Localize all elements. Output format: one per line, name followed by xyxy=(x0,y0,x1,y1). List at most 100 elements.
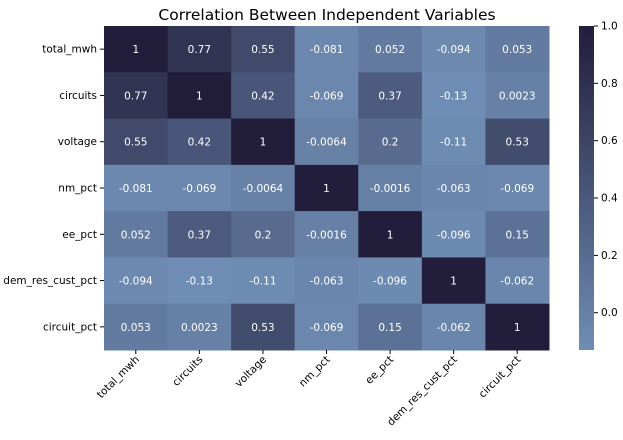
cell-value-label: 0.37 xyxy=(188,229,211,241)
cell-value-label: 1 xyxy=(260,137,267,149)
cell-value-label: -0.13 xyxy=(186,276,213,288)
cell-value-label: 1 xyxy=(387,229,394,241)
column-label: voltage xyxy=(233,354,269,390)
heatmap-cell xyxy=(104,257,169,305)
heatmap-cell xyxy=(231,26,296,73)
heatmap-cell xyxy=(294,72,359,120)
colorbar-tick-label: 0.4 xyxy=(601,193,618,205)
cell-value-label: 0.0023 xyxy=(181,322,218,334)
cell-value-label: -0.062 xyxy=(500,276,534,288)
heatmap-cell xyxy=(358,164,423,212)
cell-value-label: -0.0016 xyxy=(370,183,411,195)
colorbar-tick-label: 0.6 xyxy=(601,135,618,147)
heatmap-cell xyxy=(167,118,232,166)
heatmap-cell xyxy=(421,257,486,305)
cell-value-label: 1 xyxy=(514,322,521,334)
row-labels: total_mwh circuits voltage nm_pct ee_pct dem_… xyxy=(3,44,104,333)
heatmap-cell xyxy=(231,257,296,305)
heatmap-cell xyxy=(421,72,486,120)
heatmap-cell xyxy=(294,118,359,166)
chart-title: Correlation Between Independent Variable… xyxy=(158,6,495,24)
cell-value-label: -0.0064 xyxy=(306,137,347,149)
cell-value-label: 0.053 xyxy=(502,44,532,56)
heatmap-cell xyxy=(231,72,296,120)
heatmap-cell xyxy=(485,118,550,166)
heatmap-cell xyxy=(485,26,550,73)
cell-value-label: 0.15 xyxy=(378,322,401,334)
heatmap-cell xyxy=(104,72,169,120)
heatmap-cell xyxy=(421,118,486,166)
cell-value-label: -0.11 xyxy=(440,137,467,149)
heatmap-cell xyxy=(167,72,232,120)
row-label: nm_pct xyxy=(58,183,97,195)
heatmap-cell xyxy=(421,26,486,73)
heatmap-cell xyxy=(167,257,232,305)
heatmap-cell xyxy=(358,118,423,166)
colorbar-ticks: 0.0 0.2 0.4 0.6 0.8 1.0 xyxy=(594,21,618,319)
cell-value-label: -0.081 xyxy=(310,44,344,56)
column-label: nm_pct xyxy=(297,354,333,390)
heatmap-cell xyxy=(104,26,169,73)
heatmap-cell xyxy=(104,118,169,166)
row-label: total_mwh xyxy=(42,44,97,56)
cell-value-label: 1 xyxy=(196,90,203,102)
cell-value-label: 0.053 xyxy=(121,322,151,334)
heatmap-cells xyxy=(104,26,550,351)
cell-value-label: -0.094 xyxy=(437,44,471,56)
heatmap-cell xyxy=(294,303,359,351)
heatmap-cell xyxy=(358,26,423,73)
heatmap-cell xyxy=(167,303,232,351)
cell-value-label: 0.2 xyxy=(255,229,272,241)
row-label: circuits xyxy=(59,90,97,102)
cell-value-label: -0.0064 xyxy=(243,183,284,195)
cell-value-label: -0.063 xyxy=(437,183,471,195)
heatmap-cell xyxy=(231,211,296,258)
cell-value-label: -0.063 xyxy=(310,276,344,288)
cell-value-label: 0.0023 xyxy=(499,90,536,102)
heatmap-cell xyxy=(231,118,296,166)
colorbar-tick-label: 0.0 xyxy=(601,307,618,319)
row-label: circuit_pct xyxy=(43,321,97,333)
heatmap-cell xyxy=(421,303,486,351)
cell-value-label: -0.069 xyxy=(310,322,344,334)
column-label: total_mwh xyxy=(95,354,142,401)
column-label: ee_pct xyxy=(363,354,396,387)
colorbar-tick-label: 1.0 xyxy=(601,21,618,33)
cell-value-label: 0.77 xyxy=(124,90,147,102)
heatmap-cell xyxy=(485,72,550,120)
cell-value-label: -0.13 xyxy=(440,90,467,102)
cell-value-label: 0.53 xyxy=(251,322,274,334)
heatmap-cell xyxy=(104,164,169,212)
heatmap-cell xyxy=(294,164,359,212)
cell-value-label: 1 xyxy=(132,44,139,56)
heatmap-cell xyxy=(485,257,550,305)
heatmap-cell xyxy=(421,211,486,258)
cell-value-label: 0.2 xyxy=(382,137,399,149)
cell-value-label: -0.0016 xyxy=(306,229,347,241)
cell-value-label: -0.11 xyxy=(249,276,276,288)
row-label: ee_pct xyxy=(62,229,97,241)
cell-value-label: 0.55 xyxy=(251,44,274,56)
heatmap-cell xyxy=(167,211,232,258)
heatmap-cell xyxy=(358,72,423,120)
cell-value-label: -0.069 xyxy=(310,90,344,102)
heatmap-cell xyxy=(358,257,423,305)
colorbar xyxy=(579,26,594,350)
cell-value-label: -0.094 xyxy=(119,276,153,288)
heatmap-cell xyxy=(167,26,232,73)
heatmap-cell xyxy=(104,303,169,351)
cell-value-label: 1 xyxy=(450,276,457,288)
row-label: dem_res_cust_pct xyxy=(3,275,97,287)
cell-value-label: 0.052 xyxy=(121,229,151,241)
cell-value-label: 0.15 xyxy=(506,229,529,241)
column-label: circuits xyxy=(170,354,205,389)
heatmap-cell xyxy=(231,303,296,351)
heatmap-cell-labels: 1 0.77 0.55 -0.081 0.052 -0.094 0.053 0.77 1 0.42… xyxy=(119,44,536,334)
heatmap-cell xyxy=(294,26,359,73)
column-label: dem_res_cust_pct xyxy=(385,354,460,429)
cell-value-label: -0.069 xyxy=(182,183,216,195)
row-label: voltage xyxy=(58,136,97,148)
cell-value-label: 1 xyxy=(323,183,330,195)
